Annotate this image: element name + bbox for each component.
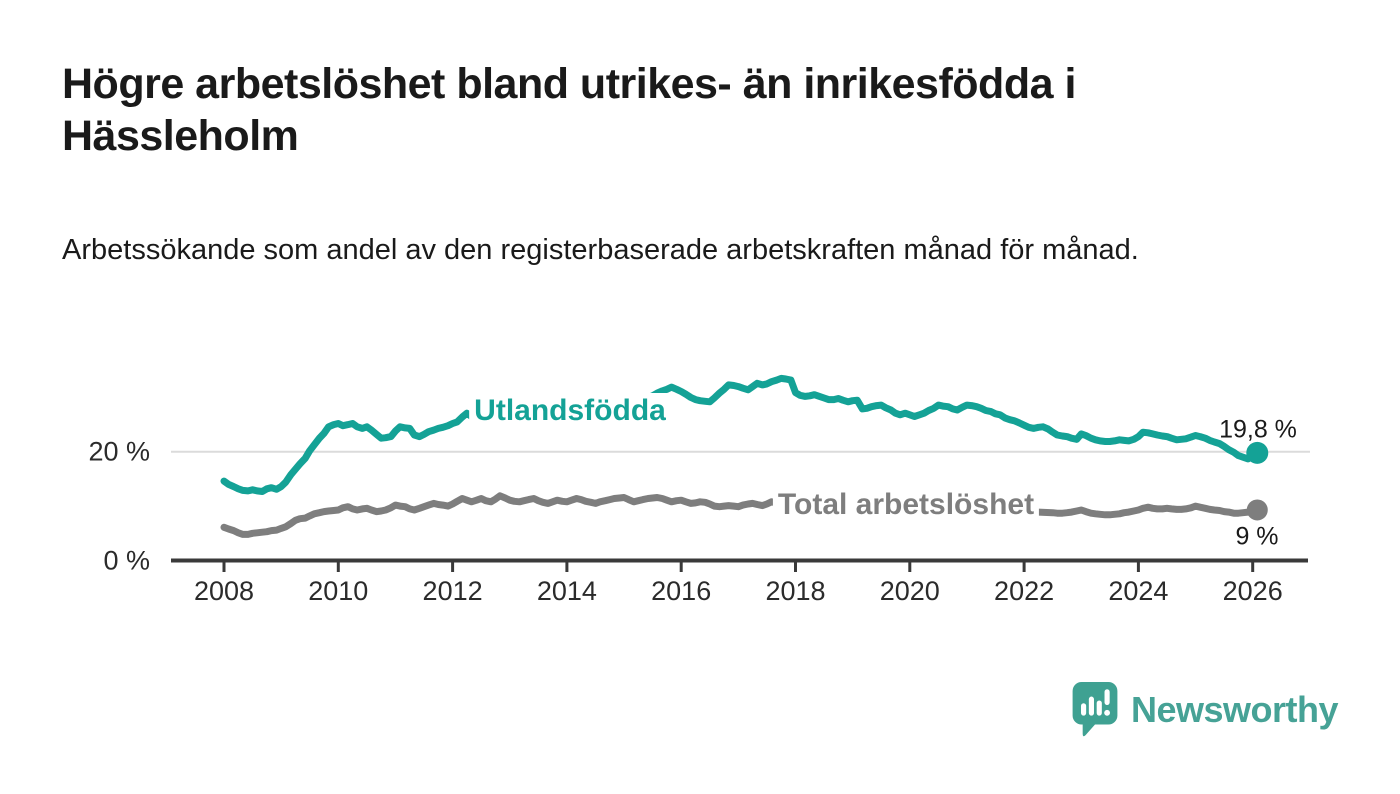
page-title: Högre arbetslöshet bland utrikes- än inr…	[62, 60, 1076, 161]
x-axis-label: 2024	[1108, 576, 1169, 606]
x-axis-label: 2008	[193, 576, 255, 606]
x-axis-label: 2012	[422, 576, 483, 606]
series-end-dot-1	[1246, 499, 1268, 521]
x-axis-label: 2016	[651, 576, 712, 606]
x-axis-label: 2026	[1222, 576, 1283, 606]
series-label-utlandsfodda: Utlandsfödda	[469, 393, 671, 429]
x-axis-label: 2018	[765, 576, 826, 606]
newsworthy-logo-icon	[1072, 682, 1118, 737]
chart-subtitle: Arbetssökande som andel av den registerb…	[62, 234, 1139, 266]
series-end-dot-0	[1246, 441, 1269, 464]
newsworthy-logo-text: Newsworthy	[1130, 689, 1339, 730]
end-value-label-total: 9 %	[1235, 522, 1279, 551]
x-axis-label: 2010	[308, 576, 369, 606]
x-axis-label: 2020	[879, 576, 940, 606]
series-line-0	[220, 374, 1261, 495]
x-axis-label: 2014	[536, 576, 597, 606]
y-axis-label: 20 %	[88, 436, 150, 467]
series-label-total-arbetsloshet: Total arbetslöshet	[772, 487, 1040, 523]
end-value-label-utlandsfodda: 19,8 %	[1219, 415, 1297, 444]
series-line-1	[220, 492, 1261, 538]
newsworthy-logo: Newsworthy	[1072, 682, 1339, 738]
y-axis-label: 0 %	[103, 545, 150, 575]
x-axis-label: 2022	[994, 576, 1055, 606]
